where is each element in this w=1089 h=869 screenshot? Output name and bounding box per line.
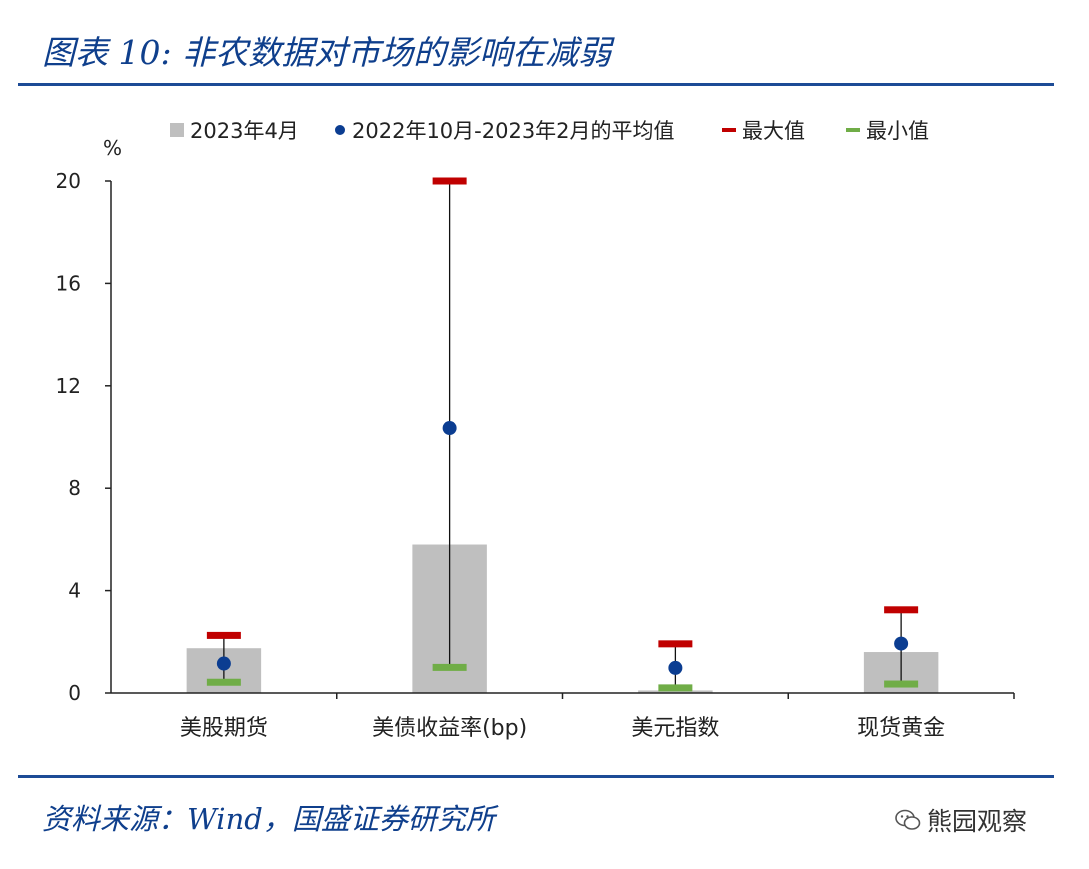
average-point <box>894 636 909 651</box>
footer-divider <box>18 775 1054 778</box>
wechat-icon <box>895 809 921 830</box>
min-marker <box>658 684 693 692</box>
x-category-label: 美股期货 <box>180 716 268 741</box>
point-marks <box>206 177 919 692</box>
legend-label-min: 最小值 <box>866 119 929 143</box>
legend-swatch-max <box>722 128 736 132</box>
range-whiskers <box>223 181 902 688</box>
source-note: 资料来源：Wind，国盛证券研究所 <box>42 802 495 836</box>
y-tick-label: 12 <box>56 374 81 398</box>
y-axis-ticks: 0 4 8 12 16 20 <box>56 169 111 705</box>
max-marker <box>884 606 919 614</box>
y-tick-label: 8 <box>68 476 81 500</box>
average-point <box>668 660 683 675</box>
average-point <box>216 656 231 671</box>
watermark: 熊园观察 <box>895 802 1027 838</box>
legend-label-dot: 2022年10月-2023年2月的平均值 <box>352 119 675 143</box>
watermark-text: 熊园观察 <box>927 807 1028 836</box>
bars <box>186 544 939 693</box>
y-axis-unit: % <box>103 136 122 160</box>
x-axis-ticks <box>336 693 1015 699</box>
legend-swatch-bar <box>170 123 184 137</box>
y-tick-label: 16 <box>56 271 81 295</box>
page-title: 图表 10: 非农数据对市场的影响在减弱 <box>42 33 612 72</box>
max-marker <box>432 177 467 185</box>
title-divider <box>18 83 1054 86</box>
x-axis-labels: 美股期货 美债收益率(bp) 美元指数 现货黄金 <box>180 716 945 741</box>
legend-swatch-min <box>846 128 860 132</box>
legend-swatch-dot <box>335 125 345 135</box>
min-marker <box>206 678 241 686</box>
x-category-label: 美债收益率(bp) <box>372 716 527 741</box>
x-category-label: 美元指数 <box>631 716 719 741</box>
min-marker <box>432 663 467 671</box>
y-tick-label: 0 <box>68 681 81 705</box>
legend-label-max: 最大值 <box>742 119 805 143</box>
average-point <box>442 421 457 436</box>
legend: 2023年4月 2022年10月-2023年2月的平均值 最大值 最小值 <box>170 119 929 143</box>
min-marker <box>884 680 919 688</box>
max-marker <box>206 631 241 639</box>
legend-label-bar: 2023年4月 <box>190 119 299 143</box>
y-tick-label: 4 <box>68 579 81 603</box>
x-category-label: 现货黄金 <box>857 716 945 741</box>
bar <box>638 690 713 693</box>
y-tick-label: 20 <box>56 169 81 193</box>
max-marker <box>658 640 693 648</box>
